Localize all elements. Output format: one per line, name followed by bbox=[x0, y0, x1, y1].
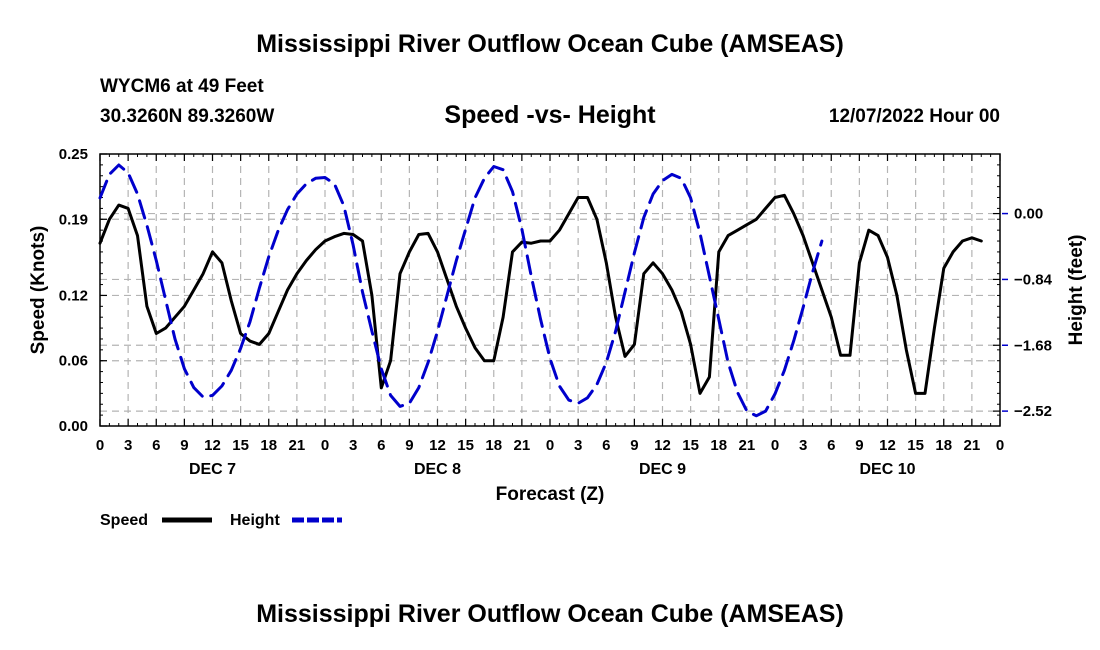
footer-title: Mississippi River Outflow Ocean Cube (AM… bbox=[256, 600, 844, 628]
y-left-axis-title: Speed (Knots) bbox=[28, 226, 49, 355]
day-label: DEC 9 bbox=[639, 461, 686, 478]
x-axis-title: Forecast (Z) bbox=[496, 484, 605, 505]
x-tick-label: 3 bbox=[574, 437, 582, 454]
day-label: DEC 7 bbox=[189, 461, 236, 478]
y-left-tick-label: 0.12 bbox=[59, 287, 88, 304]
x-tick-label: 0 bbox=[546, 437, 554, 454]
x-tick-label: 18 bbox=[260, 437, 277, 454]
x-tick-label: 21 bbox=[289, 437, 306, 454]
x-tick-label: 0 bbox=[321, 437, 329, 454]
x-tick-label: 9 bbox=[180, 437, 188, 454]
station-name: WYCM6 at 49 Feet bbox=[100, 76, 264, 97]
x-tick-label: 15 bbox=[907, 437, 924, 454]
y-right-tick-label: −2.52 bbox=[1014, 403, 1052, 420]
x-tick-label: 21 bbox=[739, 437, 756, 454]
x-tick-label: 12 bbox=[204, 437, 221, 454]
x-tick-label: 9 bbox=[855, 437, 863, 454]
x-tick-label: 12 bbox=[654, 437, 671, 454]
x-tick-label: 3 bbox=[124, 437, 132, 454]
x-tick-label: 21 bbox=[514, 437, 531, 454]
day-label: DEC 8 bbox=[414, 461, 461, 478]
x-tick-label: 9 bbox=[405, 437, 413, 454]
x-tick-label: 18 bbox=[710, 437, 727, 454]
x-tick-label: 3 bbox=[799, 437, 807, 454]
x-tick-label: 0 bbox=[996, 437, 1004, 454]
y-left-tick-label: 0.19 bbox=[59, 211, 88, 228]
x-tick-label: 6 bbox=[602, 437, 610, 454]
series-line-speed bbox=[98, 193, 983, 395]
x-tick-label: 18 bbox=[935, 437, 952, 454]
y-left-tick-label: 0.06 bbox=[59, 353, 88, 370]
legend-label-speed: Speed bbox=[100, 512, 148, 529]
x-tick-label: 9 bbox=[630, 437, 638, 454]
y-right-tick-label: −1.68 bbox=[1014, 337, 1052, 354]
x-tick-label: 21 bbox=[964, 437, 981, 454]
x-tick-label: 18 bbox=[485, 437, 502, 454]
y-left-tick-label: 0.25 bbox=[59, 146, 88, 163]
x-tick-label: 3 bbox=[349, 437, 357, 454]
y-left-tick-label: 0.00 bbox=[59, 418, 88, 435]
x-tick-label: 12 bbox=[879, 437, 896, 454]
x-tick-label: 15 bbox=[232, 437, 249, 454]
forecast-run-time: 12/07/2022 Hour 00 bbox=[828, 106, 1000, 127]
series-line-height bbox=[98, 163, 824, 418]
x-tick-label: 15 bbox=[457, 437, 474, 454]
x-tick-label: 6 bbox=[152, 437, 160, 454]
x-tick-label: 0 bbox=[771, 437, 779, 454]
y-right-tick-label: 0.00 bbox=[1014, 206, 1043, 223]
x-tick-label: 0 bbox=[96, 437, 104, 454]
legend-label-height: Height bbox=[230, 512, 280, 529]
station-coordinates: 30.3260N 89.3260W bbox=[100, 106, 275, 127]
y-right-axis-title: Height (feet) bbox=[1066, 235, 1087, 346]
chart-subtitle: Speed -vs- Height bbox=[444, 101, 656, 129]
day-label: DEC 10 bbox=[859, 461, 915, 478]
x-tick-label: 6 bbox=[827, 437, 835, 454]
y-right-tick-label: −0.84 bbox=[1014, 271, 1053, 288]
x-tick-label: 6 bbox=[377, 437, 385, 454]
x-tick-label: 12 bbox=[429, 437, 446, 454]
chart-main-title: Mississippi River Outflow Ocean Cube (AM… bbox=[256, 30, 844, 58]
x-tick-label: 15 bbox=[682, 437, 699, 454]
